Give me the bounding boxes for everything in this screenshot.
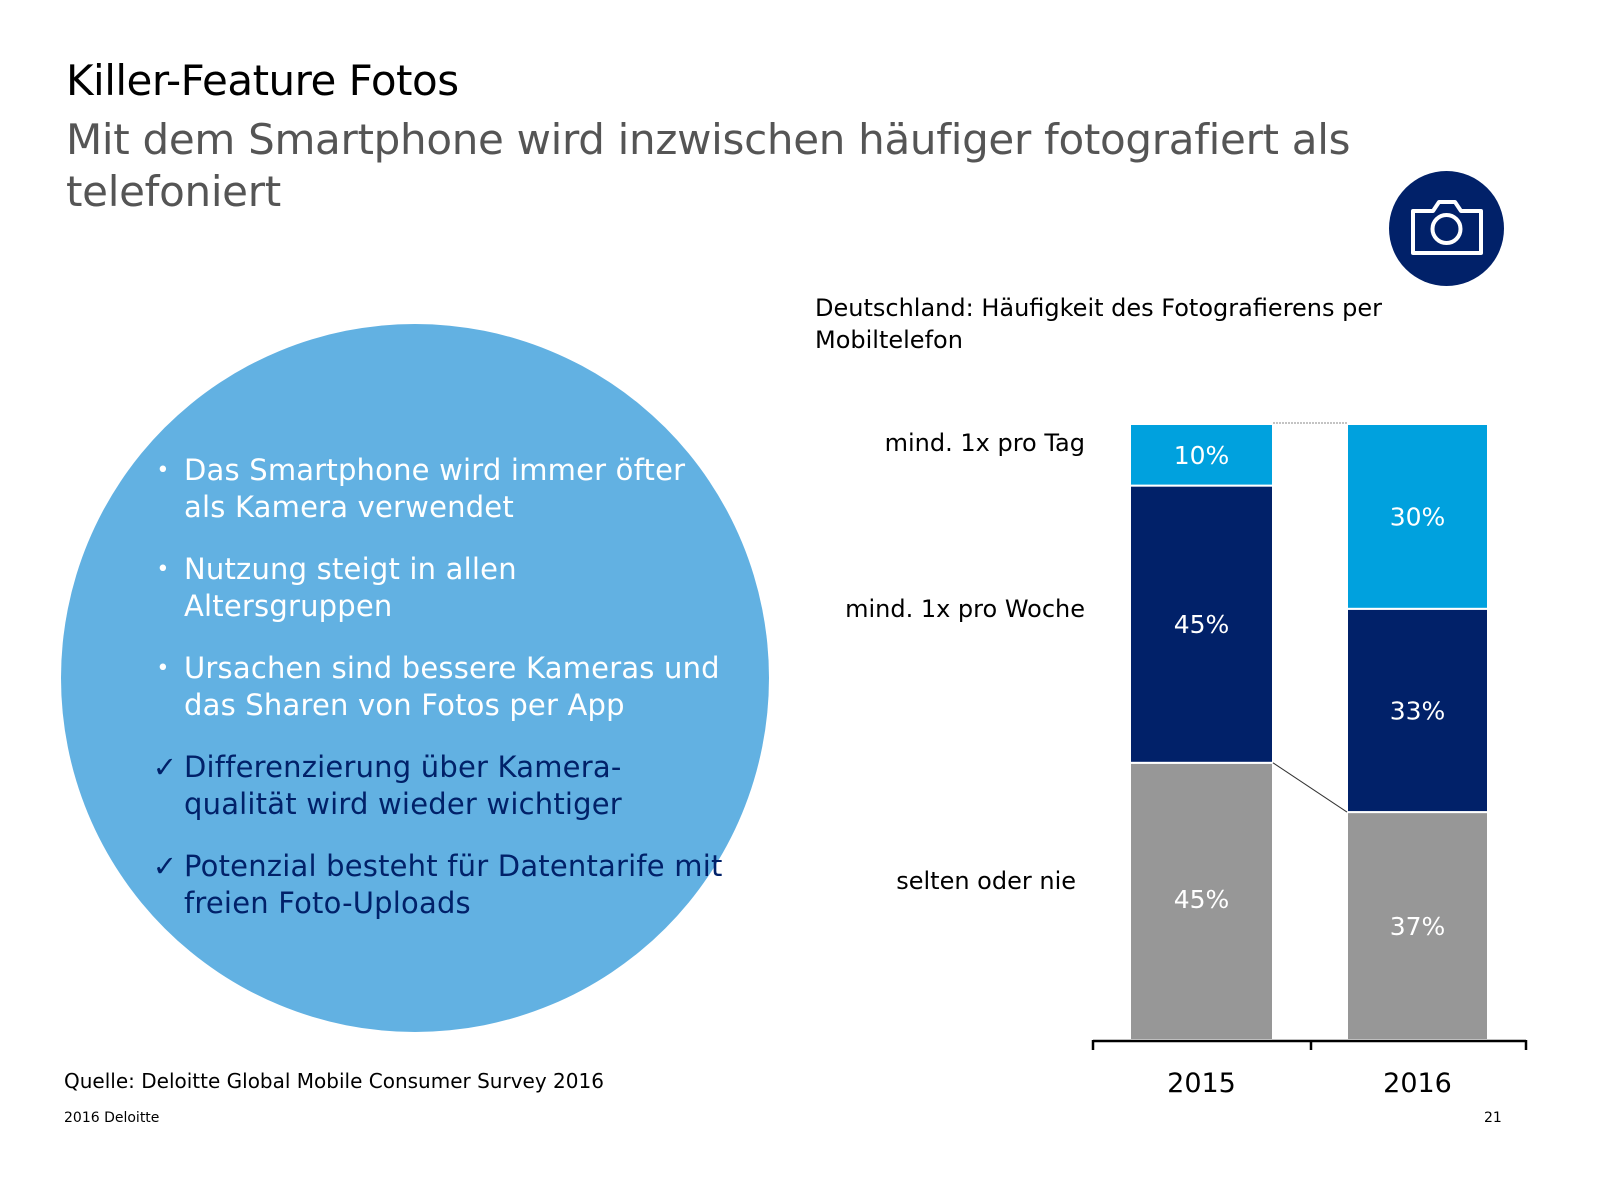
- bar-segment-2015-mind-1x-pro-tag: [1129, 423, 1274, 487]
- copyright: 2016 Deloitte: [64, 1110, 160, 1126]
- bullet-text: Differenzierung über Kamera-qualität wir…: [184, 750, 622, 821]
- data-label: 45%: [1174, 610, 1230, 639]
- bar-segment-2016-selten-oder-nie: [1346, 811, 1489, 1042]
- bullet-item: • Nutzung steigt in allen Altersgruppen: [150, 551, 730, 625]
- bar-segment-2015-selten-oder-nie: [1129, 761, 1274, 1041]
- data-label: 45%: [1174, 885, 1230, 914]
- data-label: 37%: [1390, 912, 1446, 941]
- data-label: 10%: [1174, 441, 1230, 470]
- bullet-dot-icon: •: [156, 557, 170, 582]
- x-tick-label: 2016: [1383, 1068, 1452, 1099]
- highlight-circle: [61, 324, 769, 1032]
- bullet-item: • Das Smartphone wird immer öfter als Kam…: [150, 452, 730, 526]
- legend-label-weekly: mind. 1x pro Woche: [845, 595, 1085, 623]
- legend-label-rarely: selten oder nie: [896, 867, 1076, 895]
- bar-segment-2016-mind-1x-pro-woche: [1346, 607, 1489, 814]
- bar-segment-2015-mind-1x-pro-woche: [1129, 484, 1274, 764]
- legend-label-daily: mind. 1x pro Tag: [884, 429, 1085, 457]
- bullet-item: • Ursachen sind bessere Kameras und das S…: [150, 650, 730, 724]
- camera-badge: [1389, 171, 1504, 286]
- bullet-text: Das Smartphone wird immer öfter als Kame…: [184, 453, 686, 524]
- bullet-text: Ursachen sind bessere Kameras und das Sh…: [184, 651, 720, 722]
- bullet-item: ✓ Potenzial besteht für Datentarife mit f…: [150, 848, 730, 922]
- x-tick-label: 2015: [1167, 1068, 1236, 1099]
- camera-icon: [1411, 200, 1483, 255]
- bar-segment-2016-mind-1x-pro-tag: [1346, 423, 1489, 610]
- connector-line: [1272, 762, 1348, 813]
- bullet-item: ✓ Differenzierung über Kamera-qualität wi…: [150, 749, 730, 823]
- slide-subtitle: Mit dem Smartphone wird inzwischen häufi…: [66, 115, 1351, 216]
- bullet-dot-icon: •: [156, 656, 170, 681]
- checkmark-icon: ✓: [152, 750, 178, 784]
- bullet-text: Nutzung steigt in allen Altersgruppen: [184, 552, 517, 623]
- page-number: 21: [1484, 1110, 1502, 1126]
- bullet-dot-icon: •: [156, 458, 170, 483]
- checkmark-icon: ✓: [152, 849, 178, 883]
- bullet-text: Potenzial besteht für Datentarife mit fr…: [184, 849, 723, 920]
- chart-title: Deutschland: Häufigkeit des Fotografiere…: [815, 294, 1383, 354]
- data-label: 30%: [1390, 502, 1446, 531]
- data-label: 33%: [1390, 696, 1446, 725]
- source-note: Quelle: Deloitte Global Mobile Consumer …: [64, 1069, 604, 1093]
- bullet-list: • Das Smartphone wird immer öfter als Kam…: [150, 452, 730, 947]
- slide-title: Killer-Feature Fotos: [66, 56, 459, 105]
